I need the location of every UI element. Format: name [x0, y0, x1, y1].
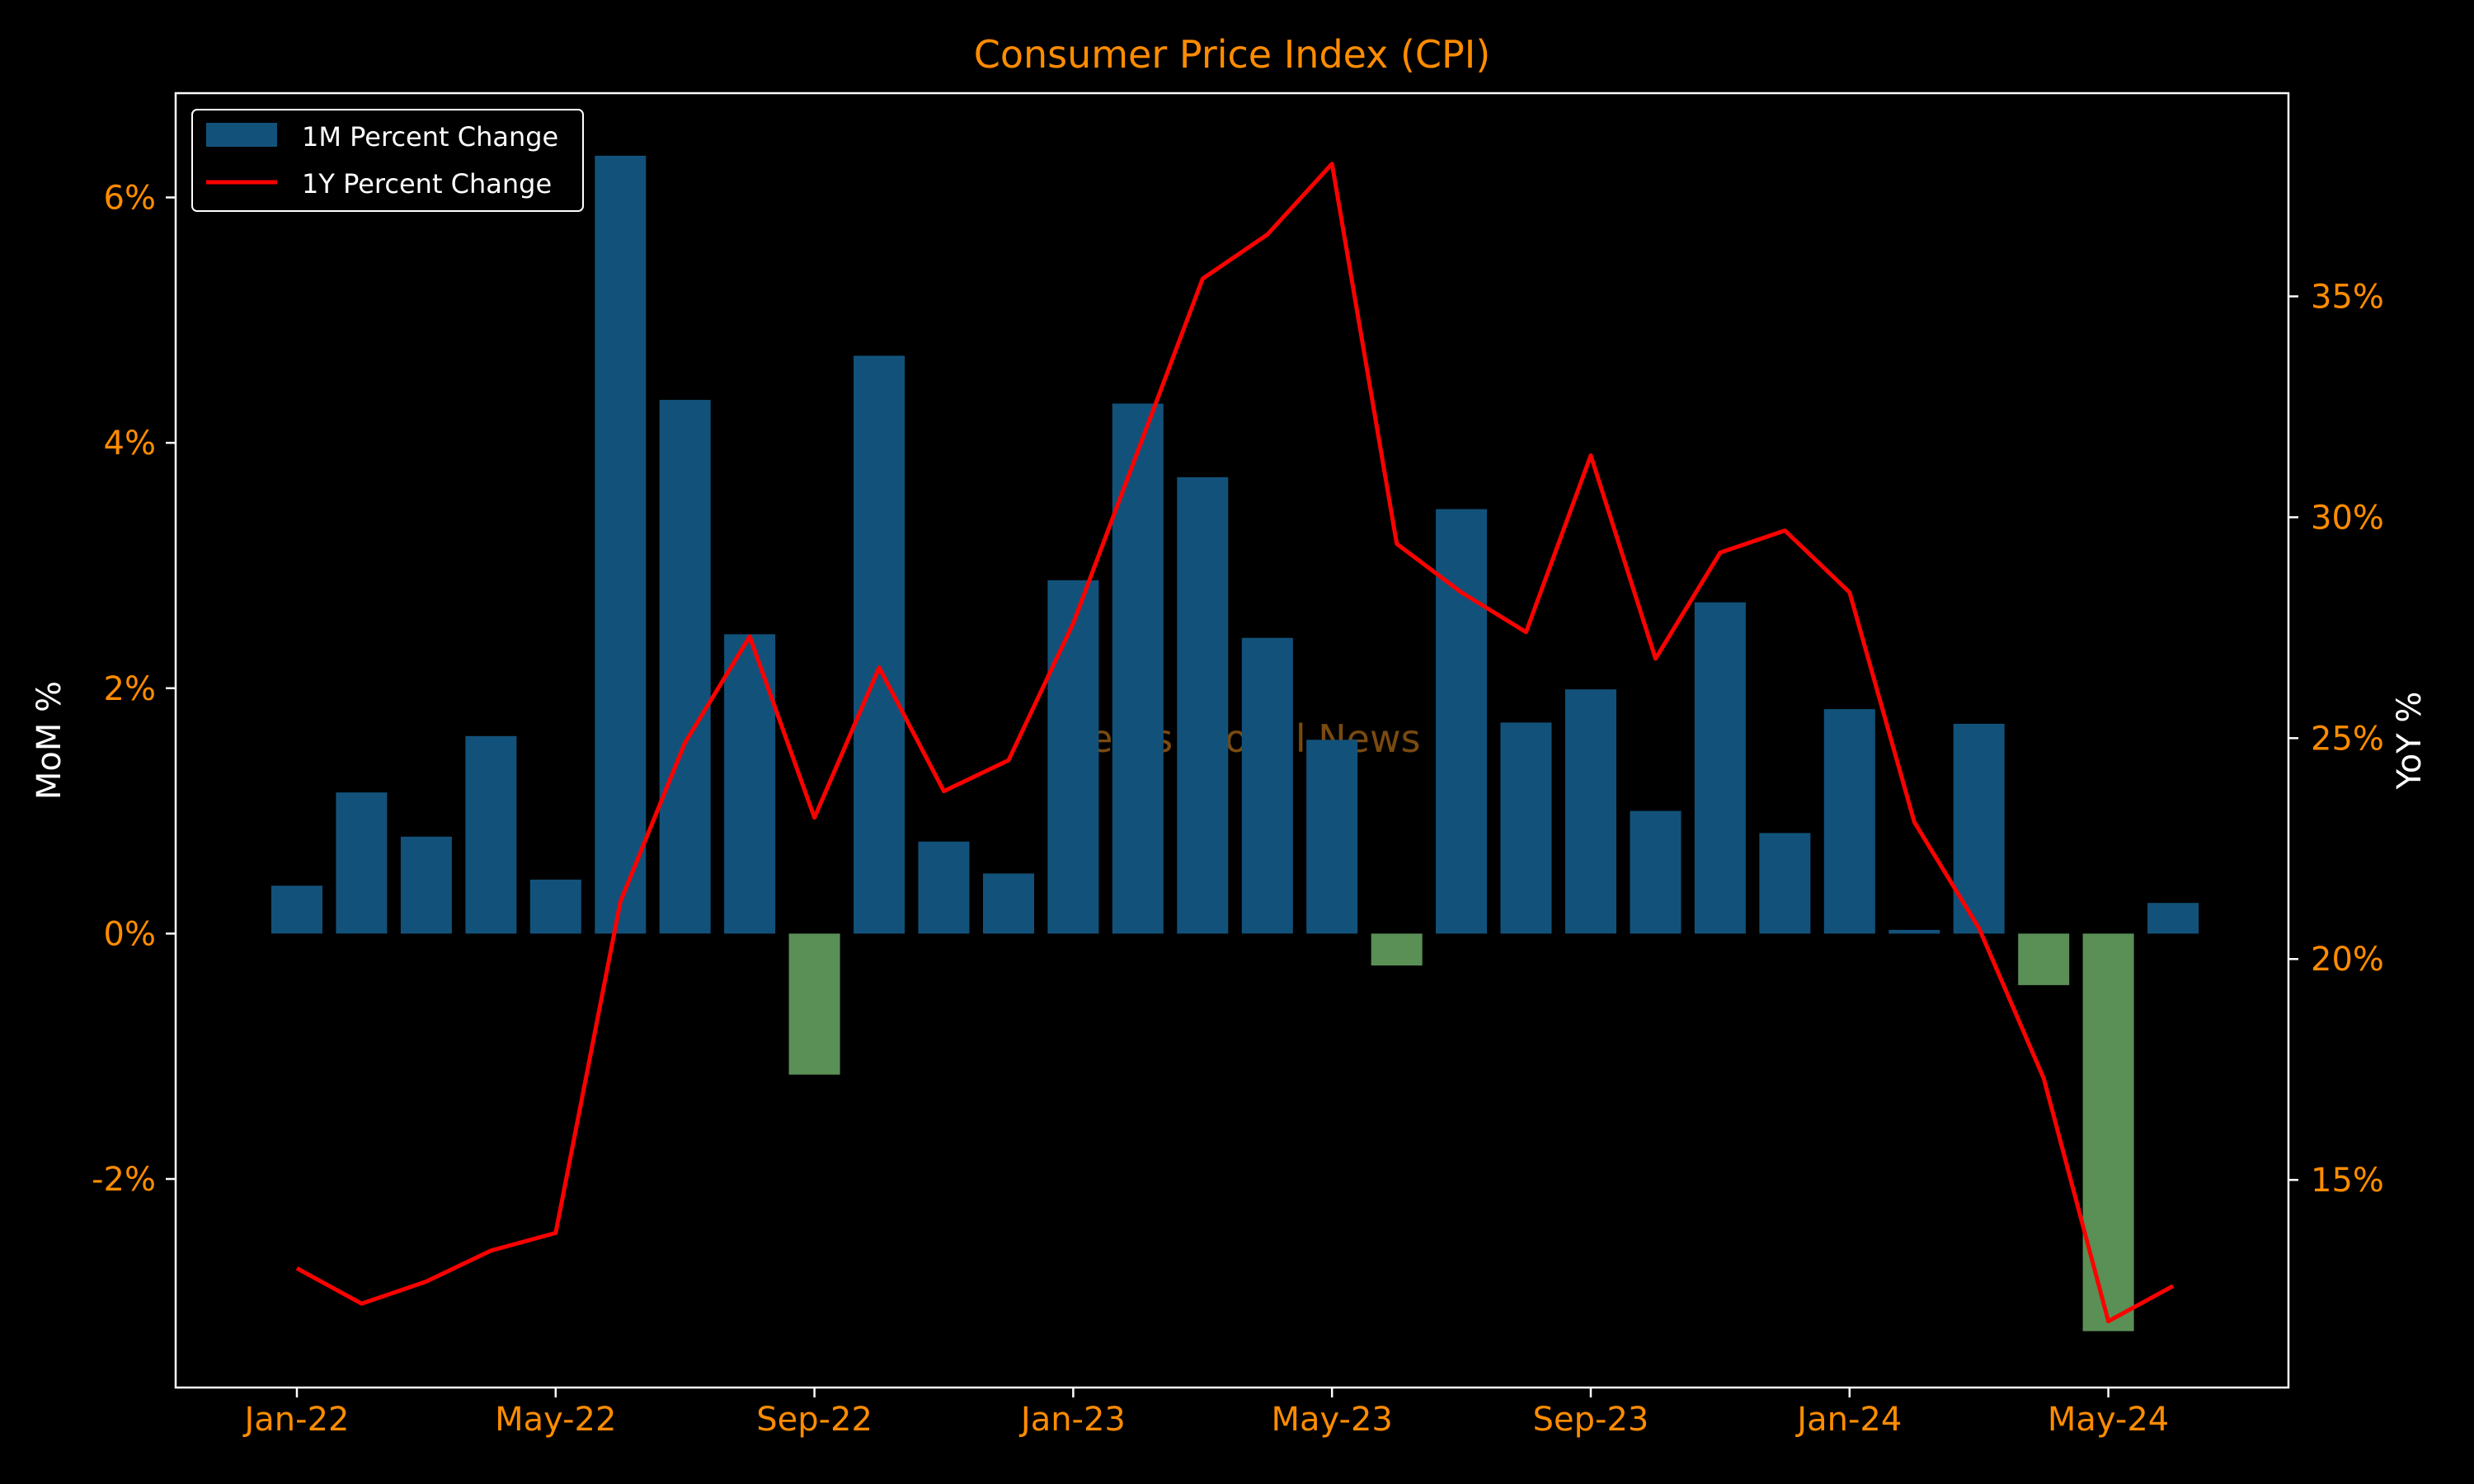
bar-dec-22: [983, 873, 1034, 934]
bars-group: [271, 155, 2199, 1331]
bar-aug-23: [1500, 722, 1552, 934]
bar-aug-22: [724, 634, 776, 934]
line-group: [295, 162, 2175, 1324]
legend: 1M Percent Change 1Y Percent Change: [191, 109, 584, 212]
bar-apr-22: [465, 735, 517, 934]
y-axis-label-right: YoY %: [2391, 692, 2429, 791]
right-y-axis: 15% 20% 25% 30% 35%: [2288, 278, 2384, 1200]
right-tick-label: 25%: [2311, 720, 2384, 758]
bar-mar-22: [400, 836, 452, 934]
plot-frame: [174, 92, 2290, 1389]
bar-feb-23: [1112, 403, 1164, 934]
bar-feb-22: [336, 792, 388, 934]
legend-label-bar: 1M Percent Change: [302, 121, 558, 153]
legend-box: [191, 109, 584, 212]
bar-may-23: [1306, 740, 1358, 934]
legend-swatch-bar: [206, 123, 277, 147]
bar-jul-22: [659, 400, 711, 934]
chart-title: Consumer Price Index (CPI): [974, 32, 1491, 77]
bar-oct-22: [854, 355, 905, 934]
watermark: Mettis Global News: [1056, 716, 1420, 761]
x-tick-label: Jan-24: [1794, 1401, 1902, 1439]
right-tick-label: 20%: [2311, 941, 2384, 979]
legend-label-line: 1Y Percent Change: [302, 168, 552, 200]
bar-jun-22: [595, 155, 647, 934]
yoy-line: [295, 162, 2175, 1324]
bar-jun-24: [2147, 903, 2199, 934]
left-y-axis: -2% 0% 2% 4% 6%: [92, 179, 176, 1199]
watermark-text: Mettis Global News: [1056, 716, 1420, 761]
x-tick-label: Sep-22: [756, 1401, 872, 1439]
x-tick-label: May-22: [495, 1401, 616, 1439]
bar-sep-22: [788, 933, 840, 1075]
left-tick-label: 2%: [104, 670, 156, 708]
bar-jun-23: [1371, 933, 1423, 966]
bar-nov-23: [1694, 602, 1746, 934]
left-tick-label: 6%: [104, 179, 156, 217]
right-tick-label: 30%: [2311, 499, 2384, 537]
bar-jan-24: [1823, 709, 1875, 934]
bar-jan-23: [1047, 580, 1099, 934]
y-axis-label-left: MoM %: [31, 681, 68, 800]
right-tick-label: 35%: [2311, 278, 2384, 316]
left-tick-label: 0%: [104, 915, 156, 953]
x-tick-label: May-24: [2048, 1401, 2169, 1439]
left-tick-label: -2%: [92, 1161, 156, 1199]
bar-sep-23: [1565, 689, 1616, 934]
x-tick-label: Jan-22: [242, 1401, 350, 1439]
bar-feb-24: [1888, 929, 1940, 934]
bar-oct-23: [1630, 810, 1681, 934]
x-axis: Jan-22 May-22 Sep-22 Jan-23 May-23 Sep-23 Jan-…: [242, 1388, 2169, 1439]
bar-apr-24: [2018, 933, 2070, 985]
bar-jan-22: [271, 885, 322, 934]
x-tick-label: Jan-23: [1018, 1401, 1126, 1439]
bar-jul-23: [1436, 509, 1488, 934]
left-tick-label: 4%: [104, 425, 156, 463]
bar-mar-23: [1177, 477, 1229, 934]
bar-may-24: [2082, 933, 2134, 1331]
bar-nov-22: [918, 841, 970, 934]
right-tick-label: 15%: [2311, 1162, 2384, 1200]
bar-may-22: [529, 879, 581, 934]
bar-dec-23: [1759, 833, 1811, 934]
bar-apr-23: [1241, 637, 1293, 934]
x-tick-label: May-23: [1272, 1401, 1393, 1439]
x-tick-label: Sep-23: [1533, 1401, 1649, 1439]
